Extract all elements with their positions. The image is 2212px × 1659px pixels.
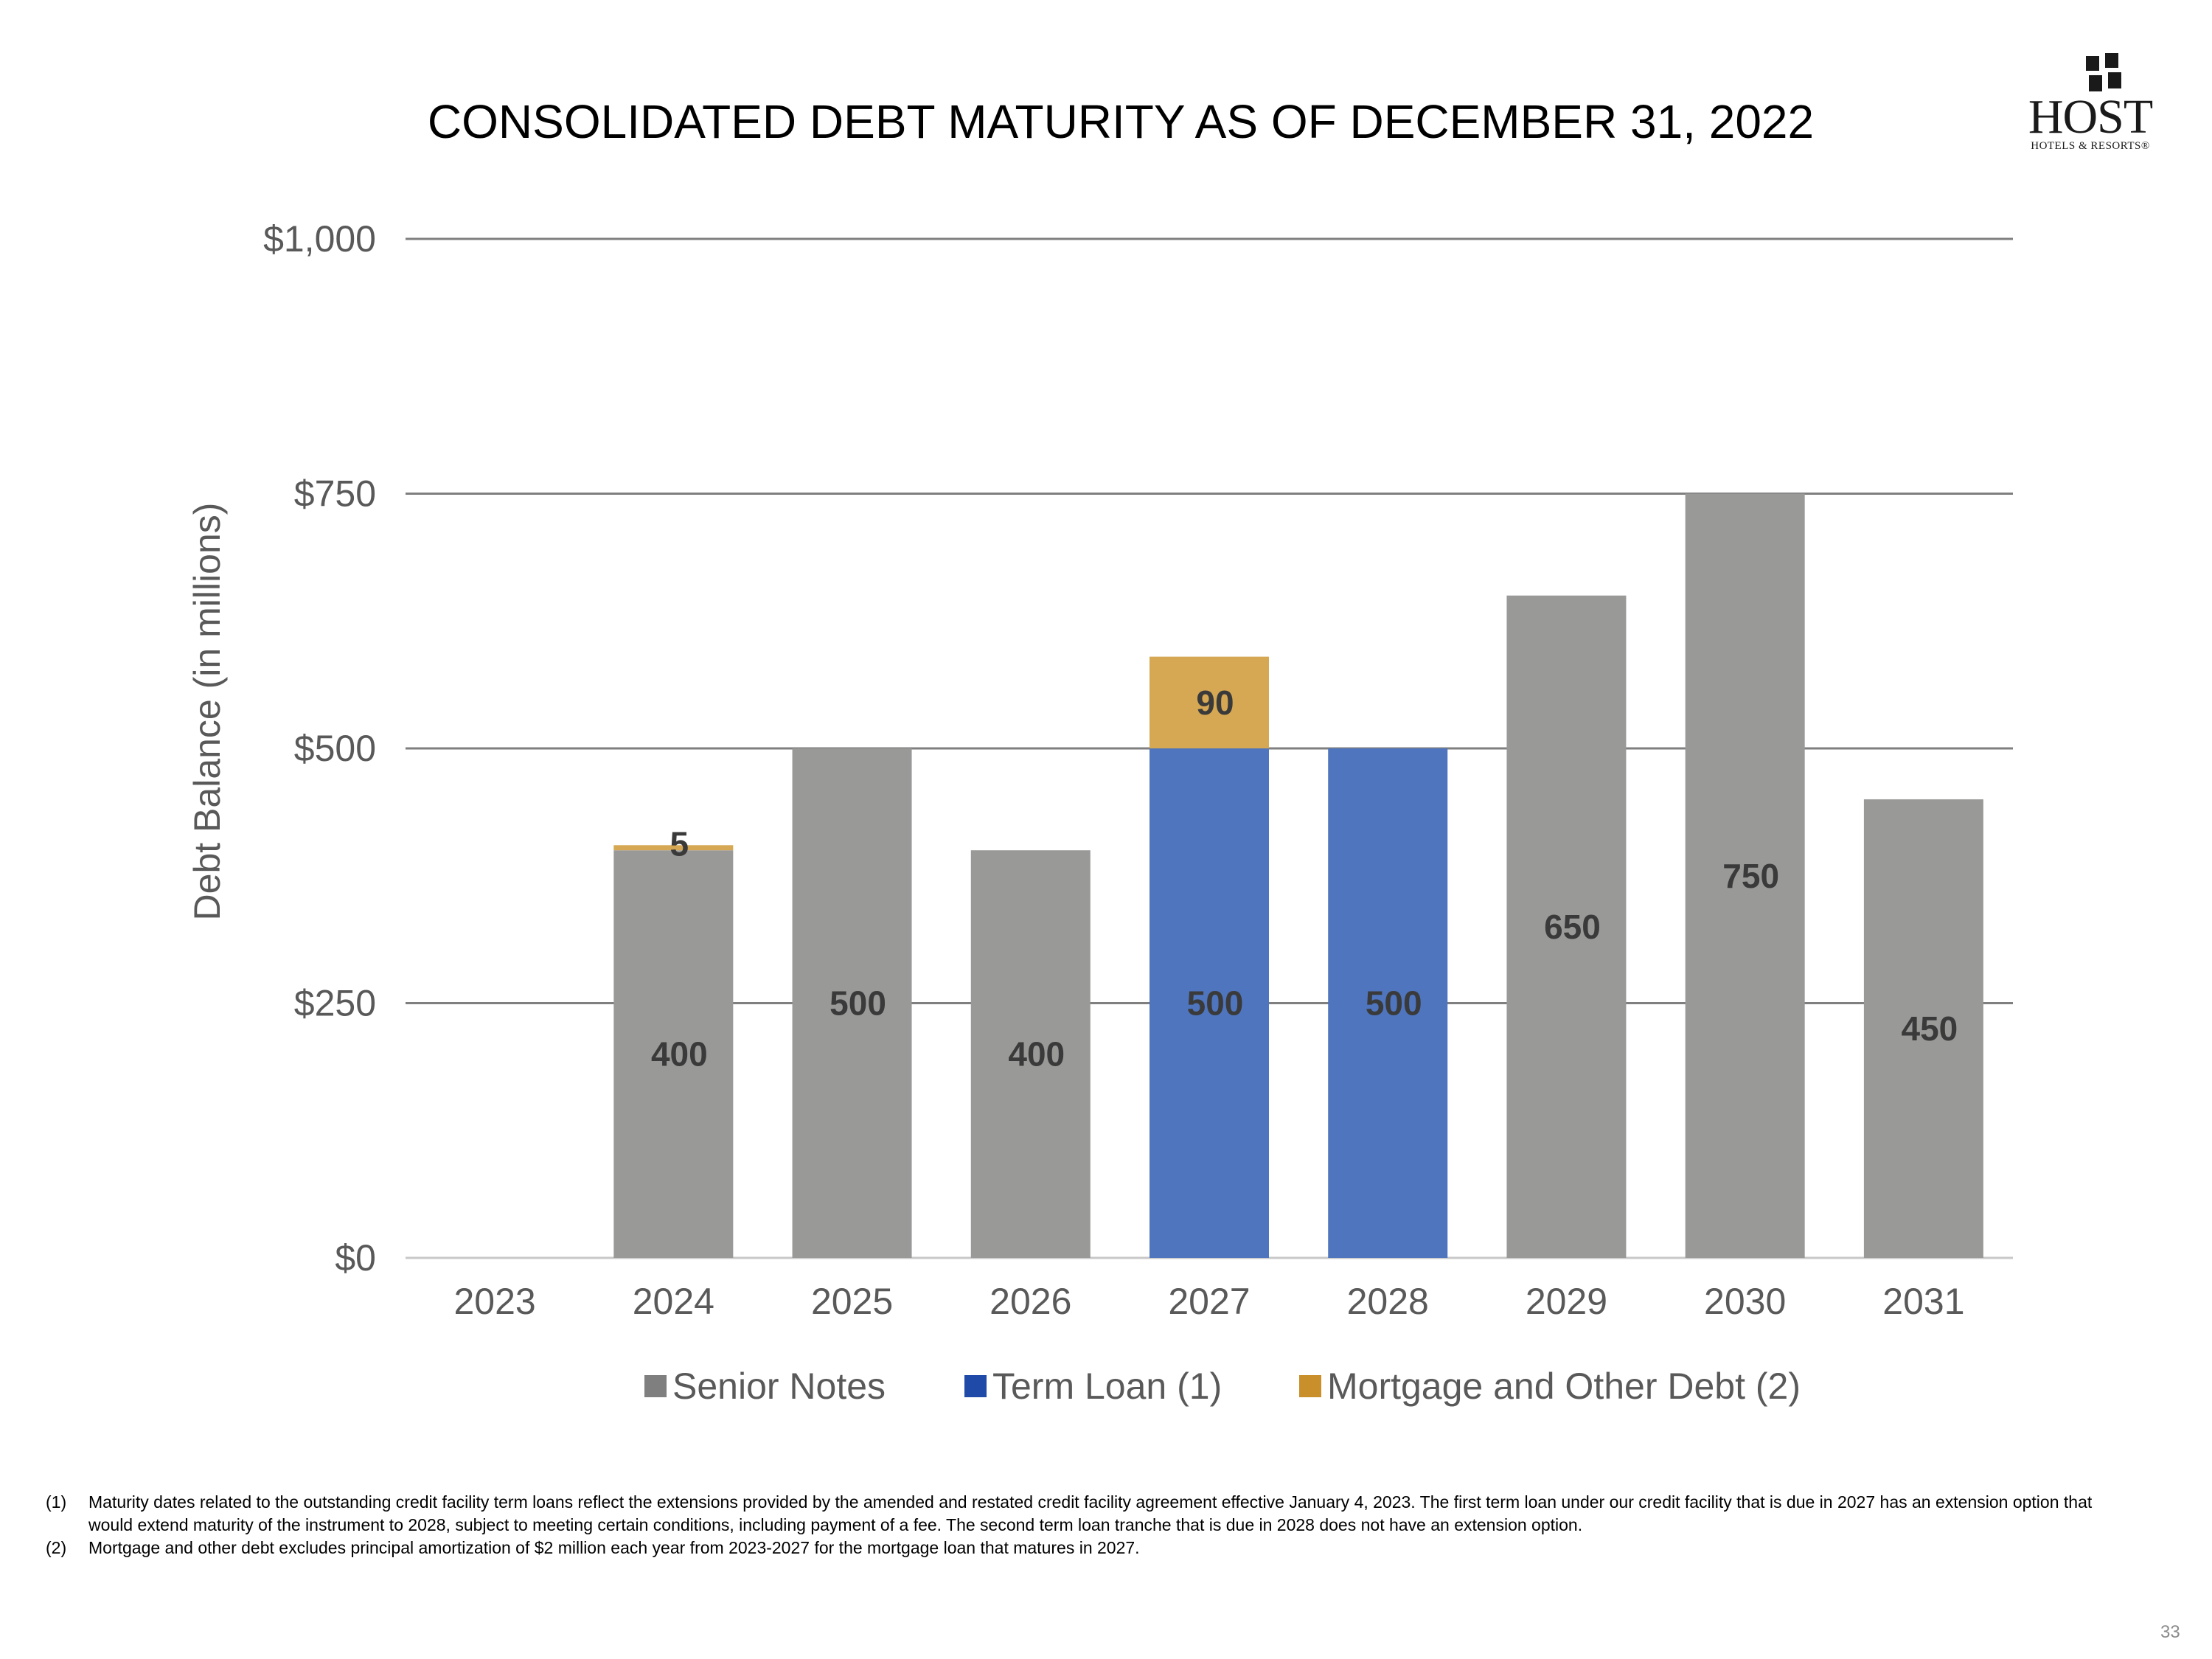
- x-tick-label: 2026: [990, 1281, 1071, 1322]
- bar-senior: [1506, 595, 1627, 1258]
- bar-mortgage: [613, 845, 734, 851]
- host-logo-subtitle: HOTELS & RESORTS®: [2031, 140, 2150, 152]
- data-label: 400: [651, 1035, 708, 1074]
- data-label: 500: [1366, 984, 1422, 1023]
- x-tick-label: 2027: [1168, 1281, 1250, 1322]
- bar-term: [1328, 748, 1448, 1258]
- axes: $0 $250 $500 $750 $1,000 Debt Balance (in mil…: [187, 218, 1965, 1322]
- x-tick-label: 2023: [453, 1281, 535, 1322]
- x-tick-label: 2029: [1526, 1281, 1607, 1322]
- y-axis-title: Debt Balance (in millions): [187, 503, 228, 921]
- x-tick-label: 2028: [1347, 1281, 1429, 1322]
- y-tick-label: $250: [294, 983, 376, 1024]
- footnotes: (1) Maturity dates related to the outsta…: [46, 1491, 2096, 1559]
- host-logo: HOST HOTELS & RESORTS®: [2017, 53, 2164, 164]
- data-label: 500: [1187, 984, 1244, 1023]
- bar-mortgage: [1150, 656, 1269, 748]
- x-tick-label: 2024: [633, 1281, 714, 1322]
- legend-item-term-loan: Term Loan (1): [964, 1357, 1222, 1416]
- debt-maturity-chart: 400 5 500 400 500 90 500 650 750 450 $0 $250 $500 $7…: [187, 218, 2013, 1322]
- bars: [613, 493, 1983, 1258]
- data-label: 500: [830, 984, 886, 1023]
- y-tick-label: $1,000: [263, 218, 376, 260]
- footnote: (1) Maturity dates related to the outsta…: [46, 1491, 2096, 1537]
- data-label: 90: [1196, 684, 1234, 722]
- y-tick-label: $750: [294, 473, 376, 515]
- footnote-number: (1): [46, 1492, 67, 1512]
- data-label: 750: [1722, 857, 1779, 895]
- footnote-text: Mortgage and other debt excludes princip…: [88, 1538, 1140, 1557]
- y-tick-label: $0: [335, 1237, 376, 1279]
- x-tick-label: 2030: [1704, 1281, 1786, 1322]
- chart-legend: Senior Notes Term Loan (1) Mortgage and …: [0, 1357, 2212, 1416]
- x-tick-label: 2025: [811, 1281, 893, 1322]
- legend-item-mortgage: Mortgage and Other Debt (2): [1299, 1357, 1801, 1416]
- host-logo-wordmark: HOST: [2028, 90, 2153, 144]
- legend-label-term-loan: Term Loan (1): [992, 1366, 1222, 1407]
- legend-swatch-mortgage: [1299, 1375, 1321, 1397]
- host-logo-mark-icon: [2086, 53, 2121, 91]
- footnote-text: Maturity dates related to the outstandin…: [88, 1492, 2093, 1534]
- data-label: 400: [1008, 1035, 1065, 1074]
- bar-senior: [1685, 493, 1805, 1258]
- data-labels: 400 5 500 400 500 90 500 650 750 450: [651, 684, 1958, 1074]
- bar-senior: [1863, 799, 1983, 1258]
- bar-senior: [613, 850, 734, 1258]
- bar-senior: [792, 748, 912, 1258]
- bar-term: [1150, 748, 1269, 1258]
- y-tick-label: $500: [294, 728, 376, 769]
- legend-swatch-term-loan: [964, 1375, 987, 1397]
- page-title: CONSOLIDATED DEBT MATURITY AS OF DECEMBE…: [427, 95, 1815, 148]
- page-number: 33: [2160, 1622, 2180, 1642]
- bar-senior: [970, 850, 1091, 1258]
- footnote-number: (2): [46, 1538, 67, 1557]
- legend-swatch-senior-notes: [644, 1375, 667, 1397]
- x-tick-label: 2031: [1882, 1281, 1964, 1322]
- data-label: 650: [1544, 908, 1601, 946]
- data-label: 450: [1902, 1009, 1958, 1048]
- legend-label-mortgage: Mortgage and Other Debt (2): [1327, 1366, 1801, 1407]
- legend-item-senior-notes: Senior Notes: [644, 1357, 886, 1416]
- data-label: 5: [670, 824, 689, 863]
- footnote: (2) Mortgage and other debt excludes pri…: [46, 1537, 2096, 1559]
- legend-label-senior-notes: Senior Notes: [672, 1366, 886, 1407]
